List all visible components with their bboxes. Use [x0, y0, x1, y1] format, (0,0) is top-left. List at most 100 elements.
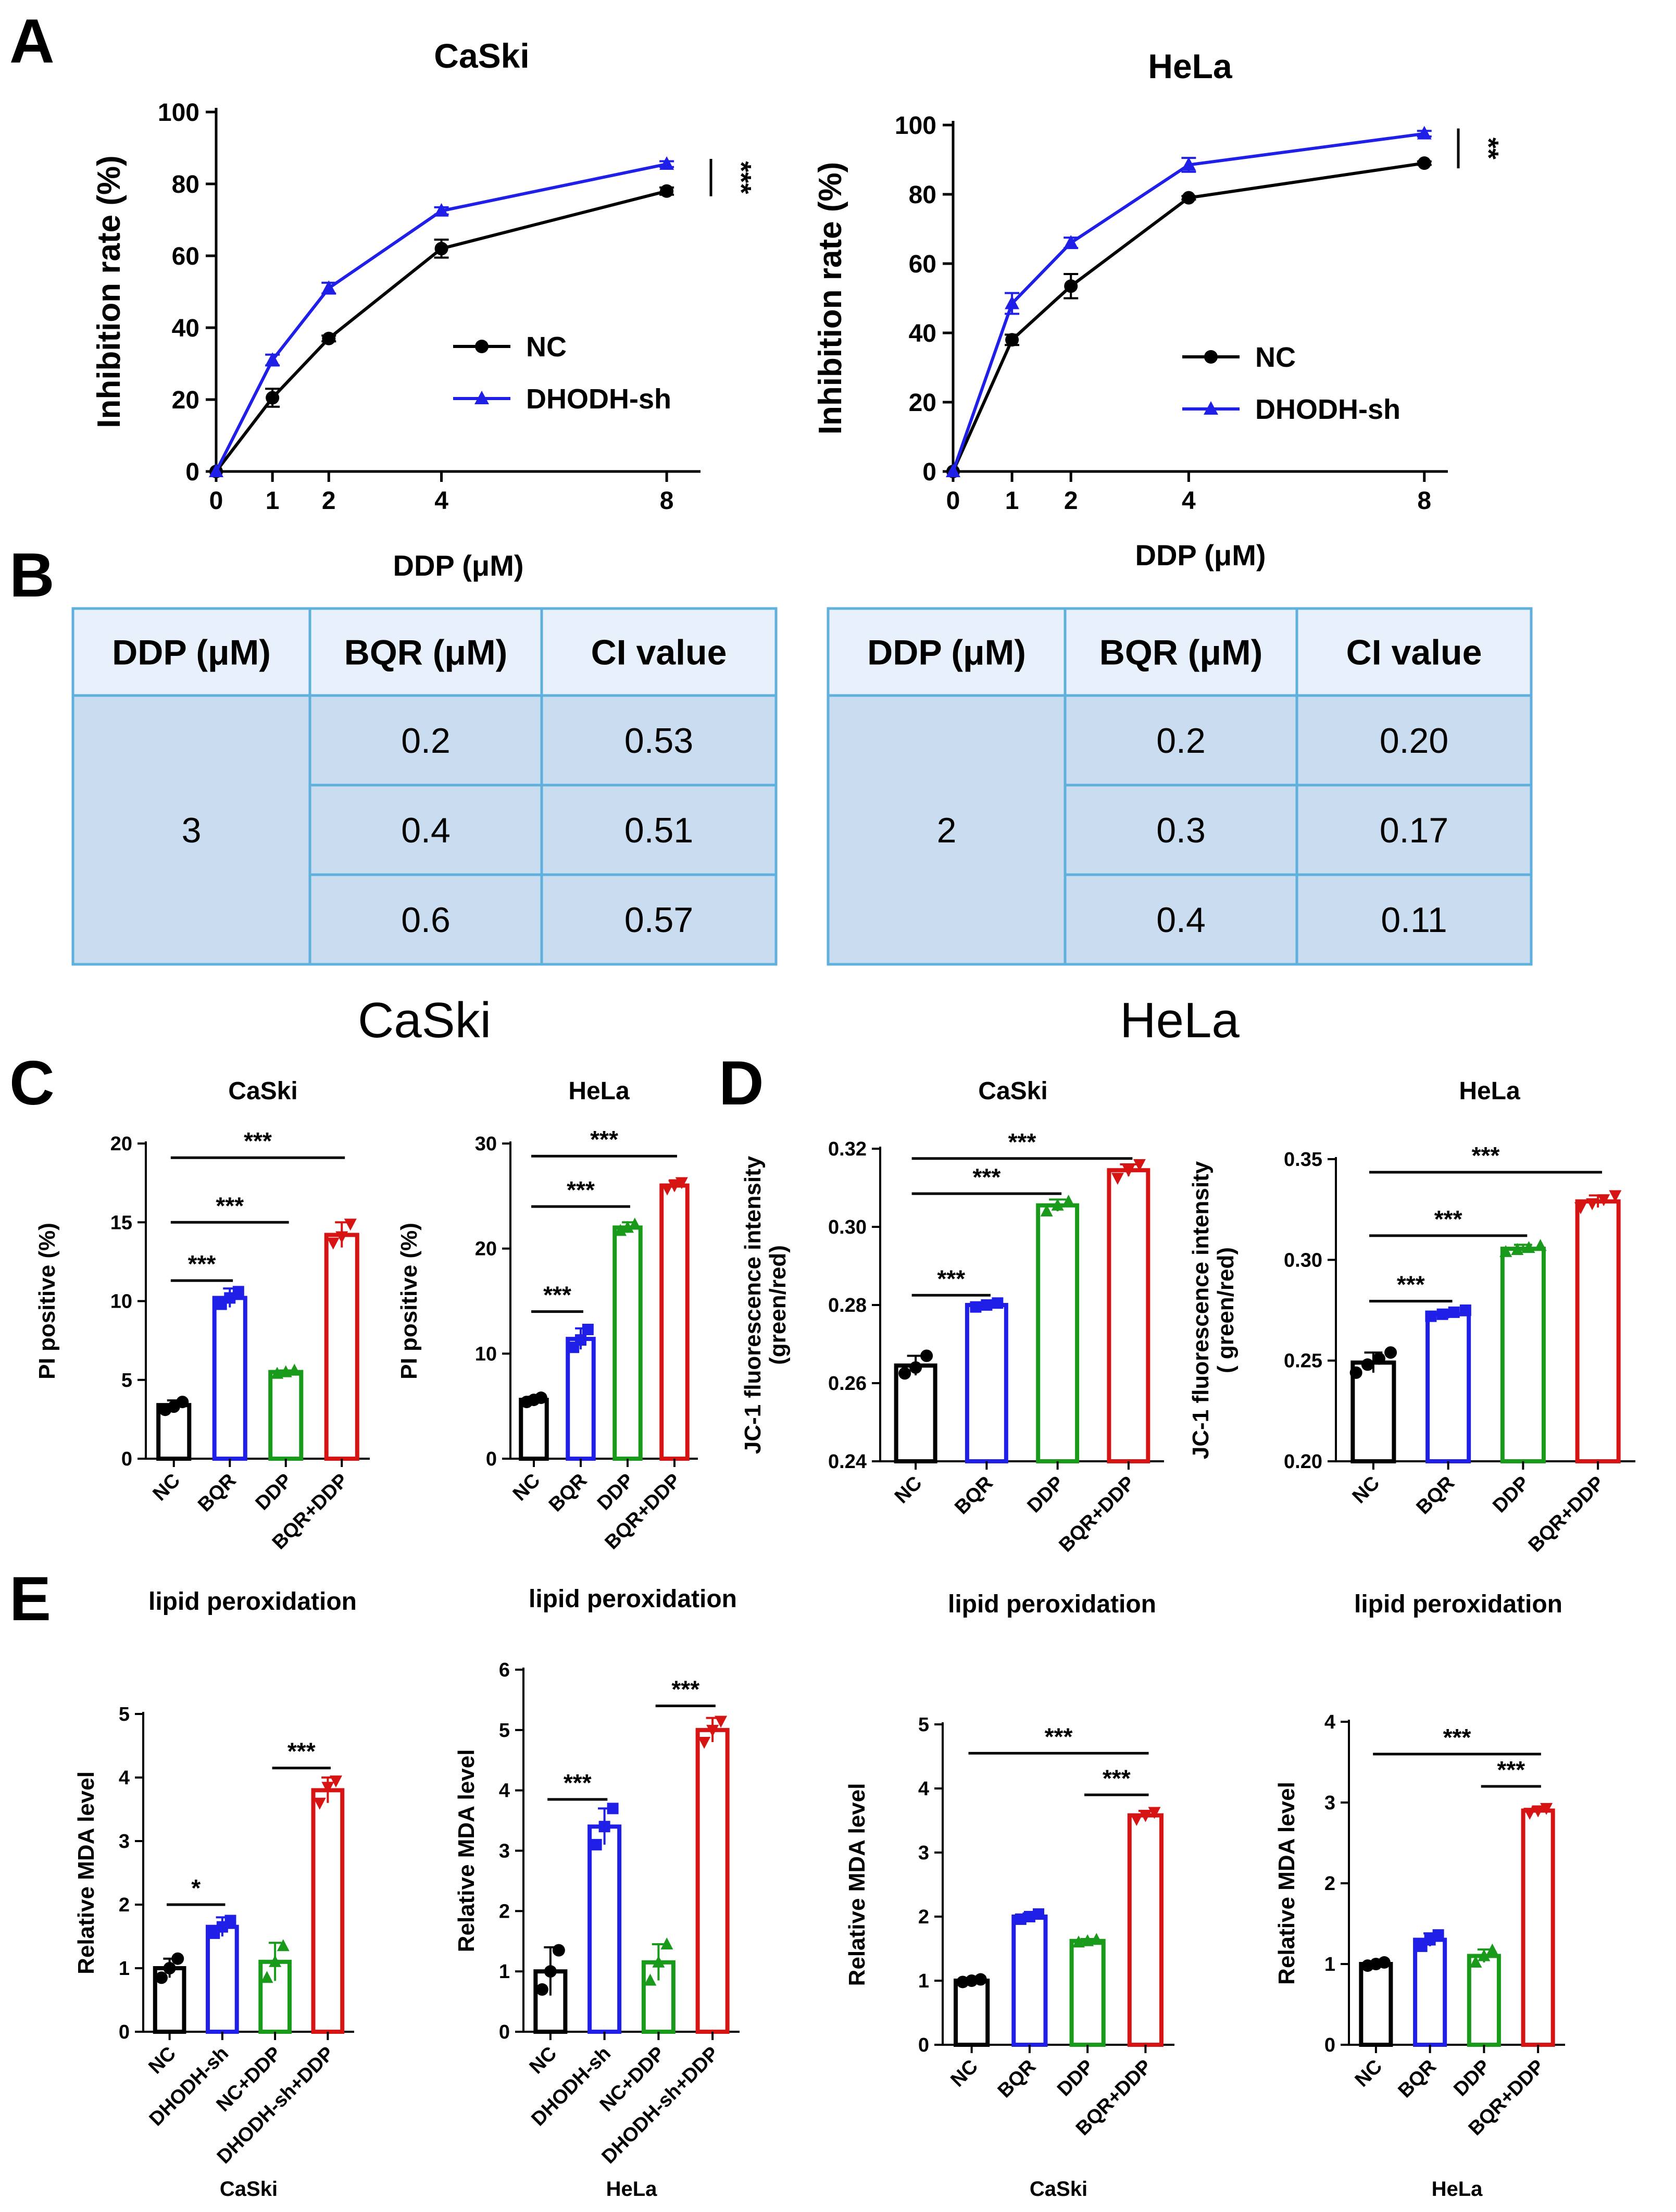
y-tick-label: 3: [1324, 1792, 1335, 1814]
y-tick-label: 40: [909, 320, 936, 347]
significance-label: ***: [287, 1738, 316, 1765]
significance-label: ***: [590, 1126, 618, 1153]
table-ci-cell: 0.11: [1381, 900, 1447, 940]
y-tick-label: 60: [172, 243, 199, 270]
data-point: [1040, 1204, 1053, 1216]
bar-bqr: [1425, 1312, 1471, 1464]
bar-bqr-ddp: [1107, 1168, 1150, 1463]
bar-bqr: [212, 1296, 247, 1461]
significance-label: ***: [1045, 1723, 1073, 1750]
x-tick-label: 4: [1182, 487, 1196, 515]
y-tick-label: 100: [895, 112, 936, 140]
data-point: [321, 1782, 334, 1794]
significance-label: ***: [726, 161, 757, 194]
chart-a-caski: CaSki 0 20 40 60 80 100 0 1 2 4 8 DDP (μM) Inhibition…: [91, 36, 757, 582]
legend-label: NC: [526, 331, 567, 363]
y-axis-label: PI positive (%): [396, 1223, 422, 1380]
bar-ddp: [268, 1370, 304, 1461]
y-tick-label: 5: [499, 1720, 510, 1742]
y-tick-label: 0.24: [828, 1451, 867, 1473]
x-tick-label: BQR+DDP: [1524, 1472, 1609, 1557]
x-tick-label: DDP: [252, 1470, 296, 1514]
data-point: [535, 1983, 548, 1996]
y-tick-label: 20: [475, 1238, 497, 1260]
data-point: [335, 1231, 348, 1244]
significance-label: ***: [216, 1192, 244, 1219]
table-header-cell: CI value: [1346, 633, 1482, 673]
table-ci-cell: 0.53: [624, 721, 693, 761]
data-point: [1122, 1165, 1135, 1177]
series-line-nc: [952, 161, 1425, 473]
data-point: [1349, 1366, 1362, 1379]
y-tick-label: 0: [185, 458, 199, 486]
bar-dhodh-sh: [206, 1924, 239, 2034]
data-point: [1432, 1929, 1444, 1941]
table-ci-cell: 0.51: [624, 811, 693, 850]
data-point: [598, 1821, 610, 1833]
data-point: [171, 1952, 184, 1965]
table-ci-cell: 0.57: [624, 900, 693, 940]
data-point: [992, 1297, 1004, 1309]
chart-e1: lipid peroxidation 0 1 2 3 4 5 Relative MDA lev…: [73, 1588, 357, 2201]
data-point: [1499, 1245, 1512, 1257]
data-point: [614, 1224, 627, 1236]
y-tick-label: 15: [110, 1212, 132, 1234]
y-tick-label: 2: [1324, 1873, 1335, 1895]
y-tick-label: 40: [172, 315, 199, 342]
chart-title: HeLa: [1459, 1077, 1520, 1105]
data-point: [1459, 1304, 1471, 1316]
data-point: [1090, 1933, 1103, 1945]
table-ci-cell: 0.17: [1380, 811, 1448, 850]
data-point: [1148, 1807, 1161, 1819]
table-ci-cell: 0.20: [1380, 721, 1448, 761]
data-point: [288, 1363, 301, 1376]
chart-title: lipid peroxidation: [948, 1590, 1156, 1618]
x-tick-label: 1: [266, 487, 280, 515]
data-point: [1511, 1243, 1524, 1255]
y-tick-label: 0: [922, 458, 936, 486]
significance-label: ***: [564, 1769, 592, 1796]
table-header-cell: CI value: [591, 633, 727, 673]
data-point: [1436, 1308, 1448, 1320]
data-point: [1133, 1159, 1146, 1171]
data-point: [1417, 126, 1432, 140]
data-point: [1597, 1194, 1610, 1207]
chart-title: HeLa: [1148, 47, 1233, 85]
chart-d-caski: CaSki 0.24 0.26 0.28 0.30 0.32 JC-1 fluorescen…: [740, 1077, 1164, 1557]
data-point: [1425, 1310, 1437, 1322]
data-point: [1469, 1955, 1482, 1968]
data-point: [1130, 1814, 1143, 1826]
y-axis-label: Inhibition rate (%): [812, 162, 848, 435]
y-tick-label: 2: [119, 1894, 130, 1916]
x-tick-label: DDP: [1023, 1472, 1068, 1517]
data-point: [313, 1797, 326, 1810]
x-tick-label: DDP: [1489, 1472, 1533, 1517]
bar-bqr-ddp: [324, 1233, 359, 1461]
data-point: [1609, 1190, 1622, 1202]
x-tick-label: BQR: [194, 1470, 240, 1516]
data-point: [1064, 235, 1079, 249]
y-tick-label: 3: [499, 1841, 510, 1862]
table-bqr-cell: 0.4: [401, 811, 451, 850]
data-point: [1372, 1352, 1385, 1365]
x-tick-label: BQR: [950, 1472, 997, 1519]
data-point: [552, 1944, 565, 1957]
y-tick-label: 10: [110, 1291, 132, 1313]
data-point: [344, 1219, 357, 1231]
table-ddp-cell: 2: [937, 811, 957, 850]
chart-footer: CaSki: [1030, 2178, 1087, 2201]
data-point: [715, 1716, 728, 1728]
data-point: [946, 464, 960, 477]
data-point: [1534, 1239, 1547, 1251]
data-point: [260, 1971, 273, 1983]
y-tick-label: 0.30: [1284, 1249, 1322, 1271]
significance-label: ***: [244, 1127, 272, 1154]
y-tick-label: 0: [121, 1448, 132, 1470]
bar-ddp: [1500, 1247, 1546, 1463]
table-bqr-cell: 0.4: [1156, 900, 1206, 940]
significance-label: ***: [1103, 1764, 1131, 1792]
bar-bqr-ddp: [659, 1183, 690, 1461]
bar-bqr-ddp: [1575, 1199, 1621, 1463]
bar-nc: [894, 1363, 937, 1463]
y-tick-label: 2: [918, 1906, 929, 1928]
